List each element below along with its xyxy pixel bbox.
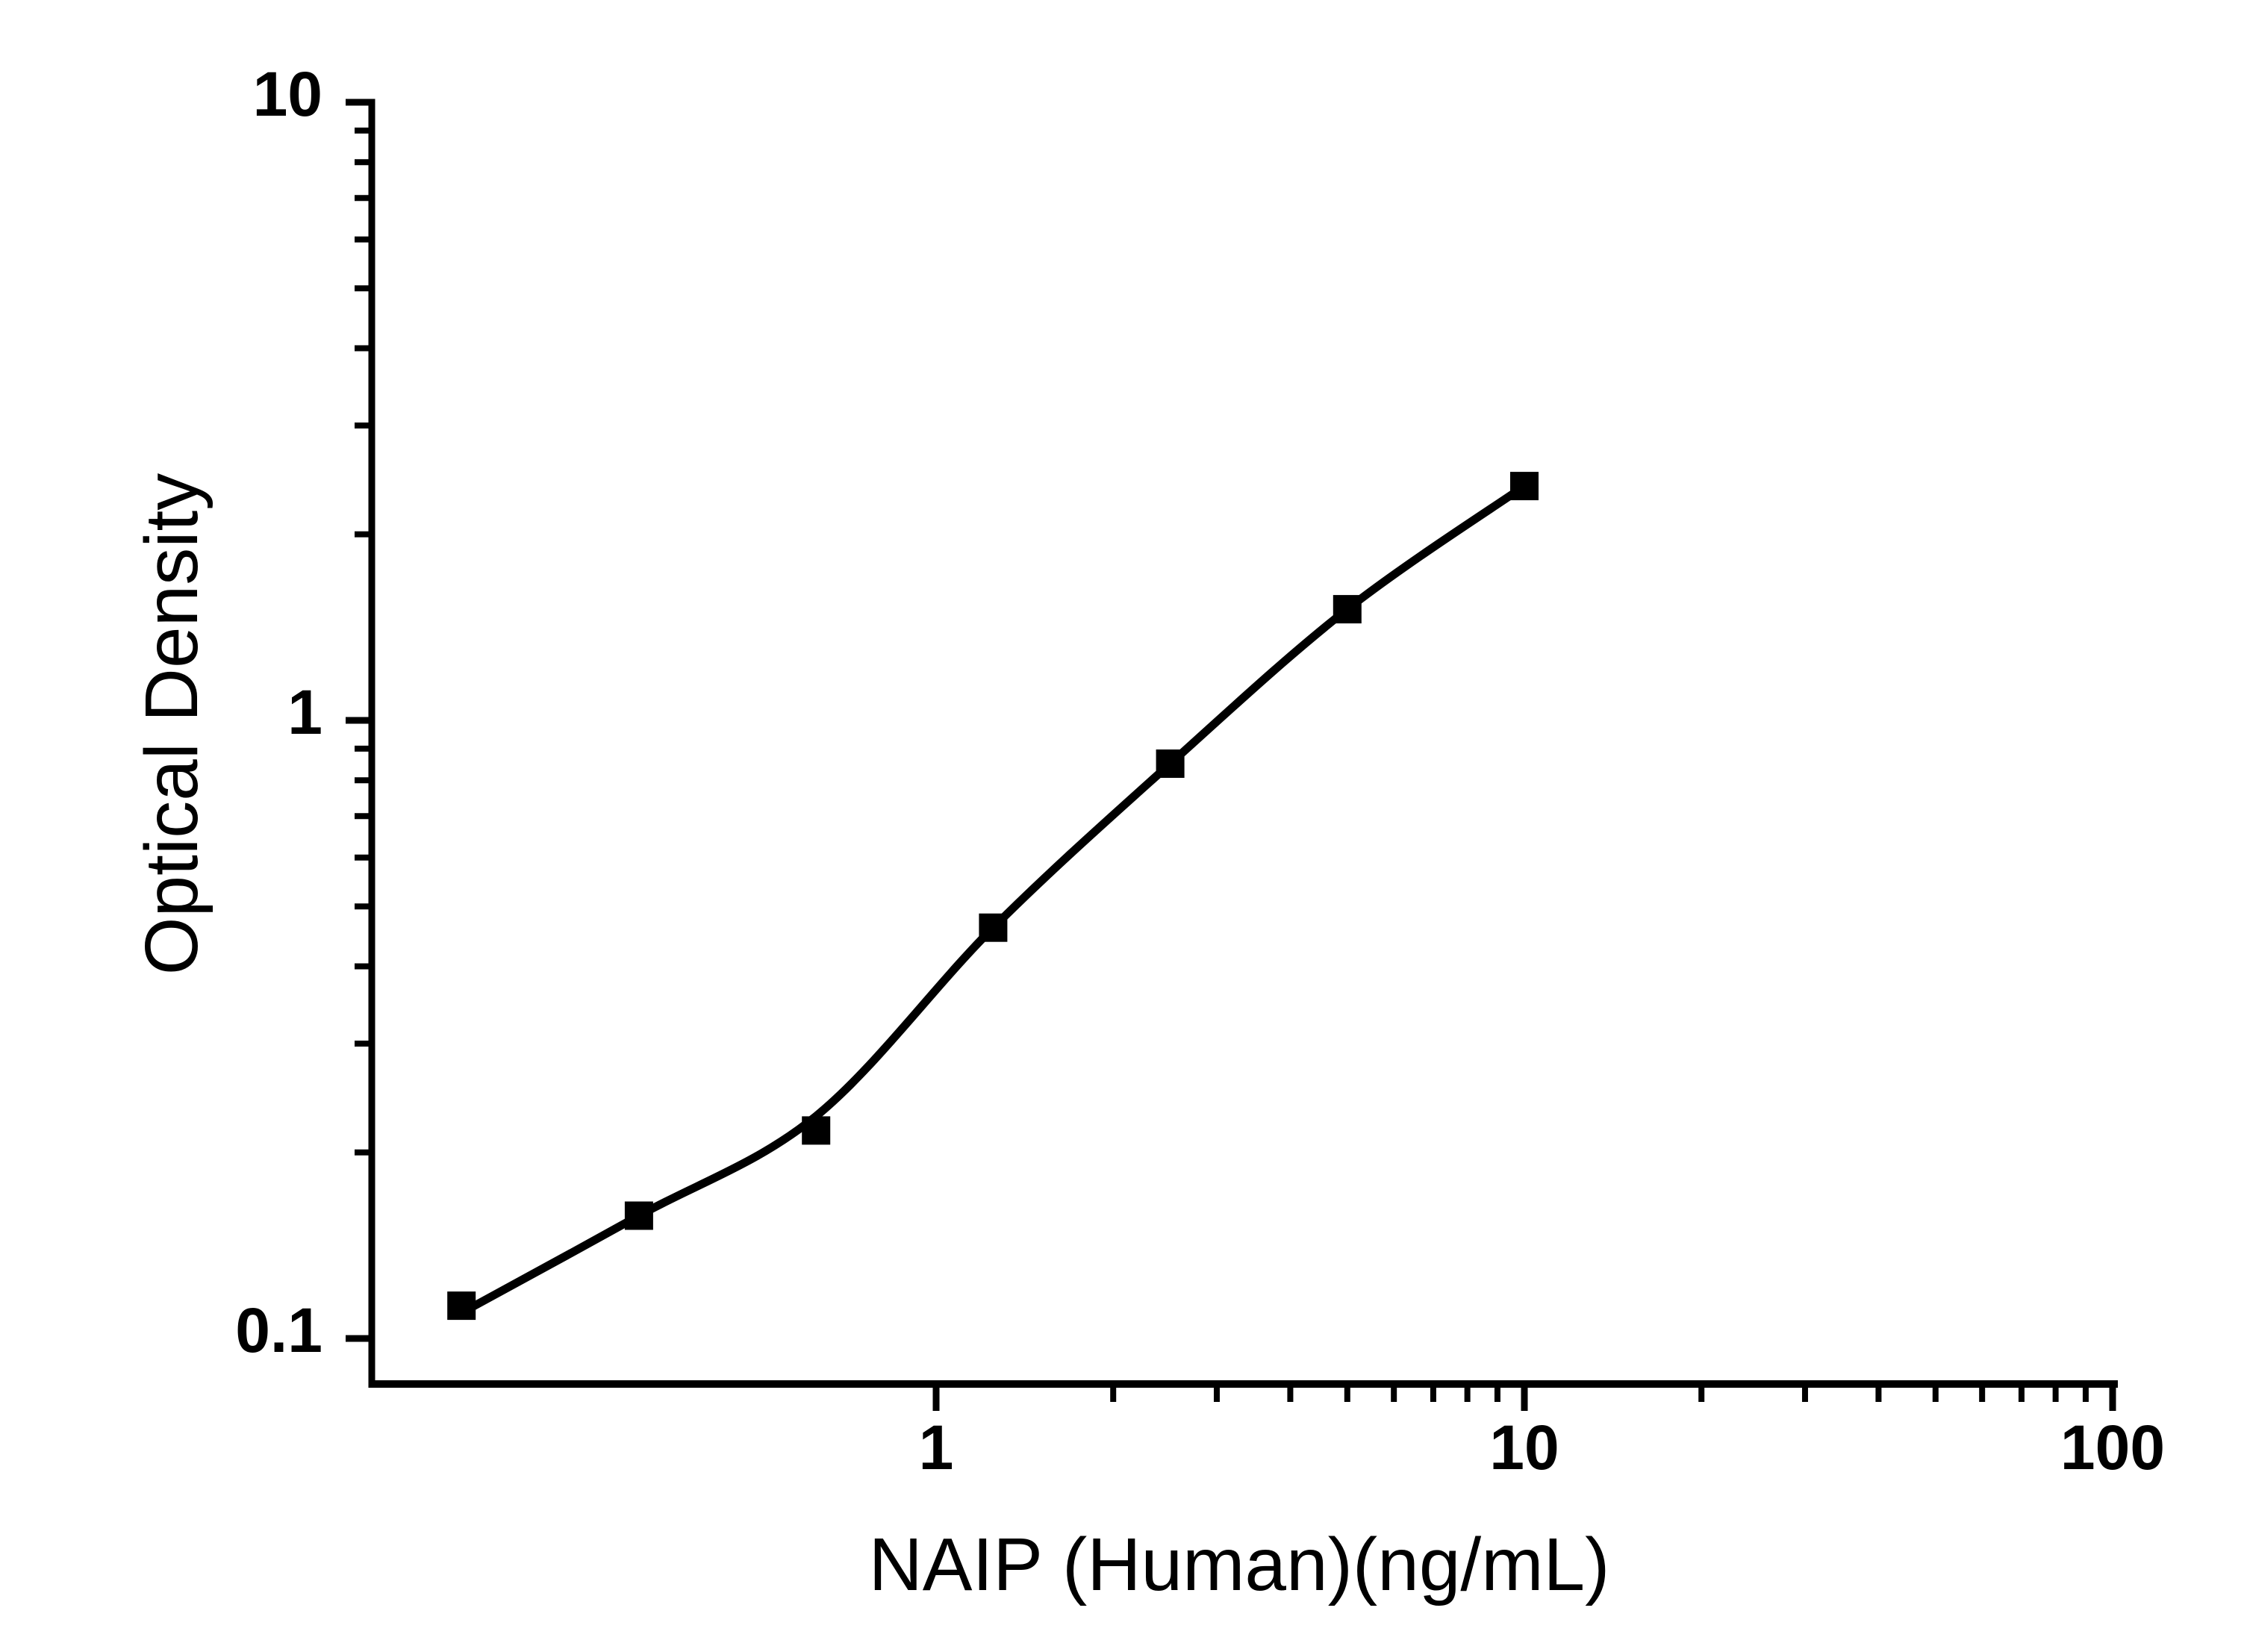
data-point-markers — [447, 472, 1539, 1321]
y-tick-label: 1 — [287, 677, 322, 747]
axes — [368, 99, 2118, 1388]
data-point-marker — [1156, 749, 1185, 778]
y-tick-label: 10 — [253, 59, 322, 129]
x-tick-label: 10 — [1489, 1412, 1559, 1483]
x-tick-label: 1 — [919, 1412, 954, 1483]
x-axis-title: NAIP (Human)(ng/mL) — [869, 1523, 1610, 1606]
data-point-marker — [447, 1291, 476, 1321]
fit-curve-line — [459, 482, 1527, 1317]
x-tick-label: 100 — [2060, 1412, 2165, 1483]
data-point-marker — [624, 1201, 653, 1230]
axis-tick-marks — [346, 99, 2116, 1411]
data-point-marker — [802, 1116, 831, 1145]
data-point-marker — [979, 913, 1008, 942]
y-tick-label: 0.1 — [235, 1295, 322, 1365]
y-axis-title: Optical Density — [130, 473, 214, 975]
data-point-marker — [1510, 472, 1539, 501]
data-point-marker — [1333, 595, 1362, 624]
axis-tick-labels: 1 10 100 10 1 0.1 — [235, 59, 2165, 1483]
